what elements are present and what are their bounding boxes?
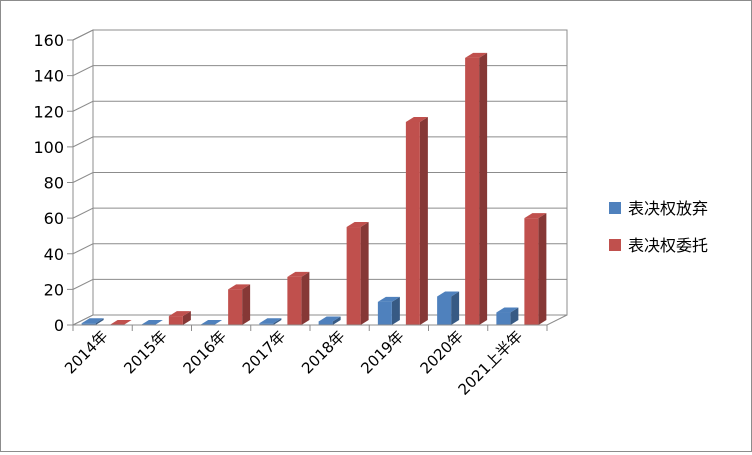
y-tick-label: 100 <box>33 138 64 157</box>
legend-item: 表决权放弃 <box>609 199 708 218</box>
x-tick-label: 2019年 <box>357 327 407 377</box>
legend-swatch <box>609 202 621 214</box>
bar-表决权委托-2019年 <box>406 117 428 325</box>
bar-front <box>524 218 538 325</box>
bar-表决权委托-2018年 <box>347 222 369 325</box>
y-tick-label: 40 <box>44 245 64 264</box>
legend-swatch <box>609 239 621 251</box>
x-tick-label: 2018年 <box>298 327 348 377</box>
bar-表决权放弃-2020年 <box>437 292 459 326</box>
legend-label: 表决权委托 <box>628 236 708 255</box>
x-axis: 2014年 2015年 2016年 2017年 2018年 2019年 2020年2021上… <box>61 325 547 399</box>
bar-表决权委托-2016年 <box>228 284 250 325</box>
bar-side <box>301 272 309 325</box>
bar-表决权放弃-2019年 <box>378 297 400 325</box>
bar-front <box>465 58 479 325</box>
bar-side <box>420 117 428 325</box>
bar-side <box>479 53 487 325</box>
bar-表决权委托-2021上半年 <box>524 213 546 325</box>
bar-front <box>347 227 361 325</box>
x-tick-label: 2021上半年 <box>455 327 527 399</box>
bar-表决权委托-2017年 <box>287 272 309 325</box>
y-tick-label: 0 <box>54 316 64 335</box>
y-tick-label: 20 <box>44 280 64 299</box>
bar-side <box>451 292 459 326</box>
bar-front <box>406 122 420 325</box>
bar-side <box>361 222 369 325</box>
bar-front <box>228 289 242 325</box>
bar-front <box>437 297 451 326</box>
y-tick-label: 160 <box>33 31 64 50</box>
bar-side <box>538 213 546 325</box>
x-tick-label: 2015年 <box>120 327 170 377</box>
chart-walls <box>73 30 567 325</box>
y-tick-label: 140 <box>33 67 64 86</box>
y-tick-label: 60 <box>44 209 64 228</box>
x-tick-label: 2014年 <box>61 327 111 377</box>
legend-label: 表决权放弃 <box>628 199 708 218</box>
bar-front <box>319 321 333 325</box>
bar-表决权委托-2020年 <box>465 53 487 325</box>
x-tick-label: 2020年 <box>417 327 467 377</box>
bar-front <box>496 313 510 325</box>
y-axis: 0 20 40 60 80 100 120 140 160 <box>33 31 73 335</box>
bar-front <box>378 302 392 325</box>
x-tick-label: 2016年 <box>180 327 230 377</box>
bar-side <box>242 284 250 325</box>
x-tick-label: 2017年 <box>239 327 289 377</box>
y-tick-label: 120 <box>33 102 64 121</box>
bar-front <box>169 316 183 325</box>
bar-front <box>287 277 301 325</box>
legend-item: 表决权委托 <box>609 236 708 255</box>
y-tick-label: 80 <box>44 174 64 193</box>
